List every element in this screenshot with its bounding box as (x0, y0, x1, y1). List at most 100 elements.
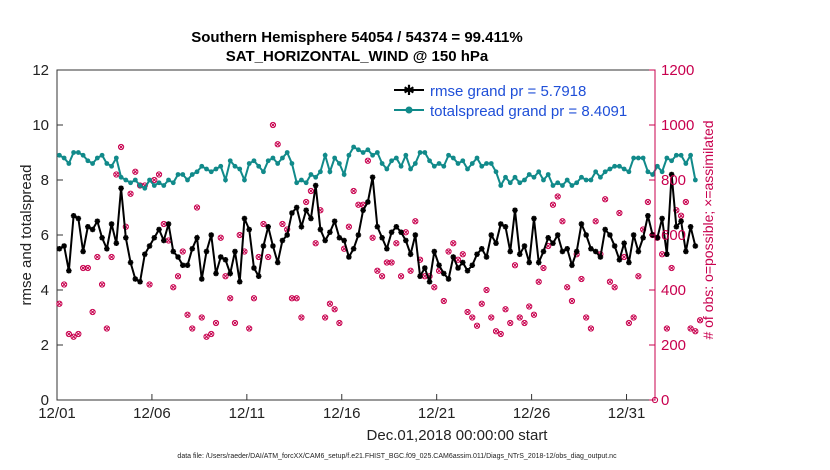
possible-obs-marker (265, 253, 272, 261)
totalspread-point (194, 169, 200, 175)
possible-obs-marker (549, 201, 557, 208)
assimilated-obs-marker (645, 199, 651, 205)
assimilated-obs-marker (488, 315, 494, 320)
possible-obs-marker (75, 330, 82, 338)
assimilated-obs-marker (61, 282, 67, 287)
assimilated-obs-marker (403, 229, 409, 235)
rmse-point (85, 223, 91, 230)
possible-obs-marker (217, 234, 224, 241)
rmse-point (56, 245, 63, 252)
assimilated-obs-marker (555, 194, 561, 199)
totalspread-point (341, 172, 347, 177)
rmse-point (474, 251, 480, 258)
y2-tick-label: 800 (661, 172, 686, 189)
assimilated-obs-marker (697, 317, 703, 323)
totalspread-point (370, 152, 376, 158)
totalspread-point (208, 169, 214, 175)
assimilated-obs-marker (688, 326, 693, 331)
totalspread-point (393, 155, 399, 161)
assimilated-obs-marker (455, 257, 461, 263)
rmse-point (279, 237, 286, 244)
assimilated-obs-marker (151, 177, 157, 183)
rmse-point (478, 245, 485, 252)
rmse-point (227, 270, 234, 277)
assimilated-obs-marker (223, 273, 228, 279)
totalspread-point (640, 155, 646, 161)
possible-obs-marker (350, 187, 357, 195)
totalspread-point (318, 169, 323, 175)
rmse-point (645, 212, 651, 219)
totalspread-point (536, 169, 542, 175)
rmse-point (607, 232, 613, 238)
rmse-point (94, 218, 101, 225)
totalspread-point (484, 161, 489, 166)
rmse-point (137, 278, 143, 285)
assimilated-obs-marker (303, 199, 309, 205)
rmse-point (127, 259, 134, 266)
possible-obs-marker (89, 308, 96, 316)
rmse-point (284, 232, 290, 238)
assimilated-obs-marker (393, 240, 399, 246)
possible-obs-marker (678, 212, 685, 219)
rmse-point (673, 223, 680, 230)
assimilated-obs-marker (384, 260, 390, 265)
rmse-point (217, 254, 224, 260)
rmse-point (298, 223, 305, 230)
rmse-point (516, 251, 523, 258)
totalspread-point (479, 163, 485, 169)
totalspread-point (99, 152, 105, 158)
possible-obs-marker (459, 251, 466, 258)
possible-obs-marker (469, 314, 476, 321)
rmse-point (312, 182, 319, 189)
possible-obs-marker (312, 240, 319, 247)
assimilated-obs-marker (493, 328, 499, 334)
rmse-point (99, 234, 105, 241)
x-tick-label: 12/16 (323, 405, 361, 422)
rmse-point (526, 259, 533, 266)
possible-obs-marker (492, 328, 500, 335)
assimilated-obs-marker (94, 254, 100, 260)
possible-obs-marker (113, 171, 120, 178)
rmse-point (255, 273, 262, 280)
totalspread-point (626, 169, 632, 175)
assimilated-obs-marker (270, 122, 276, 128)
possible-obs-marker (407, 267, 414, 274)
totalspread-point (598, 174, 603, 180)
assimilated-obs-marker (692, 328, 698, 334)
possible-obs-marker (203, 333, 210, 340)
assimilated-obs-marker (626, 320, 632, 326)
rmse-point (61, 243, 67, 249)
totalspread-point (498, 183, 504, 188)
assimilated-obs-marker (465, 309, 470, 315)
assimilated-obs-marker (275, 141, 281, 147)
assimilated-obs-marker (251, 295, 257, 301)
rmse-point (630, 232, 637, 238)
rmse-point (502, 223, 509, 230)
totalspread-point (351, 144, 357, 150)
totalspread-point (384, 166, 390, 172)
rmse-point (303, 207, 309, 214)
rmse-point (123, 234, 129, 241)
totalspread-point (412, 161, 418, 166)
totalspread-point (654, 163, 660, 169)
possible-obs-marker (431, 284, 438, 291)
possible-obs-marker (583, 314, 590, 321)
possible-obs-marker (450, 240, 457, 247)
rmse-point (232, 248, 238, 255)
rmse-point (350, 245, 357, 252)
totalspread-point (678, 152, 684, 158)
possible-obs-marker (578, 275, 585, 283)
rmse-point (222, 256, 229, 263)
assimilated-obs-marker (541, 265, 546, 271)
assimilated-obs-marker (289, 295, 295, 301)
rmse-point (431, 248, 438, 255)
y2-tick-label: 1000 (661, 117, 694, 134)
totalspread-point (379, 161, 385, 166)
legend-rmse-marker: ✱ (403, 82, 415, 98)
rmse-point (322, 237, 328, 244)
assimilated-obs-marker (379, 273, 385, 279)
rmse-point (407, 251, 414, 258)
rmse-point (379, 234, 385, 241)
legend-box (390, 78, 648, 122)
rmse-point (270, 243, 276, 249)
